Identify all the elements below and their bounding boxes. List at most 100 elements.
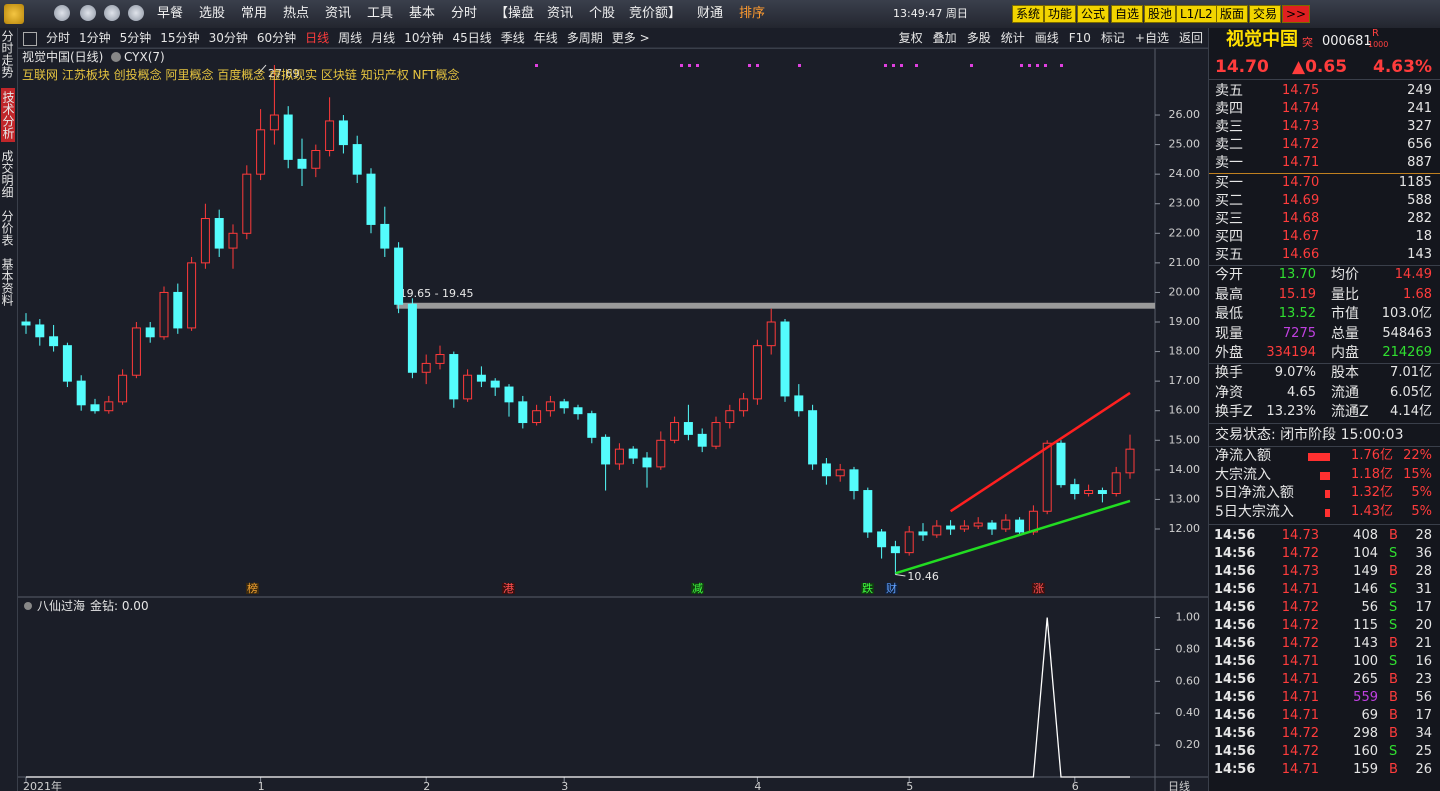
tool-button[interactable]: 返回 xyxy=(1178,31,1203,45)
indicator-icon xyxy=(24,602,32,610)
bid-price: 14.69 xyxy=(1282,193,1320,208)
period-tab[interactable]: 60分钟 xyxy=(256,31,297,45)
low-label: 10.46 xyxy=(907,570,939,583)
side-tab[interactable]: 分时走势 xyxy=(0,30,14,78)
tick-price: 14.71 xyxy=(1281,690,1319,705)
top-button[interactable]: 系统 xyxy=(1012,5,1045,23)
tick-side: B xyxy=(1389,564,1398,579)
top-button[interactable]: 自选 xyxy=(1111,5,1144,23)
menu-item[interactable]: 工具 xyxy=(367,6,394,21)
period-tab[interactable]: 45日线 xyxy=(452,31,492,45)
stock-tag: 突 xyxy=(1302,36,1313,49)
event-marker[interactable]: 涨 xyxy=(1032,582,1045,595)
top-button[interactable]: 功能 xyxy=(1044,5,1077,23)
flow-value: 1.18亿 xyxy=(1351,466,1393,482)
tick-price: 14.73 xyxy=(1281,528,1319,543)
top-button[interactable]: >> xyxy=(1282,5,1311,23)
menu-item[interactable]: 排序 xyxy=(739,6,766,21)
tick-price: 14.72 xyxy=(1281,600,1319,615)
event-marker[interactable]: 减 xyxy=(691,582,704,595)
menu-item[interactable]: 个股 xyxy=(589,6,616,21)
tick-volume: 149 xyxy=(1353,564,1378,579)
tool-button[interactable]: 统计 xyxy=(1000,31,1025,45)
period-tab[interactable]: 月线 xyxy=(371,31,396,45)
stat-value: 13.70 xyxy=(1278,267,1316,282)
sep xyxy=(1209,446,1440,447)
top-button[interactable]: 版面 xyxy=(1216,5,1249,23)
period-tab[interactable]: 15分钟 xyxy=(160,31,200,45)
ask-price: 14.72 xyxy=(1282,137,1320,152)
side-tab[interactable]: 基本资料 xyxy=(0,258,14,306)
tool-button[interactable]: 多股 xyxy=(966,31,991,45)
period-tab[interactable]: 1分钟 xyxy=(79,31,111,45)
tool-button[interactable]: 画线 xyxy=(1034,31,1059,45)
menu-item[interactable]: 选股 xyxy=(199,6,226,21)
candle-body xyxy=(104,401,114,412)
period-tab[interactable]: 季线 xyxy=(500,31,525,45)
menu-item[interactable]: 【操盘 xyxy=(495,6,535,21)
tool-button[interactable]: F10 xyxy=(1068,31,1091,45)
menu-item[interactable]: 早餐 xyxy=(157,6,184,21)
side-tab[interactable]: 技术分析 xyxy=(1,88,15,142)
top-button[interactable]: 股池 xyxy=(1144,5,1177,23)
signal-dot xyxy=(892,64,895,67)
trendline xyxy=(895,499,1131,575)
menu-item[interactable]: 基本 xyxy=(409,6,436,21)
candle-body xyxy=(766,321,776,347)
event-marker[interactable]: 榜 xyxy=(246,582,259,595)
y-tick-label: 18.00 xyxy=(1169,345,1201,358)
indicator-icon xyxy=(111,52,121,62)
period-tab[interactable]: 更多 > xyxy=(611,31,650,45)
candle-body xyxy=(394,247,404,305)
period-tab[interactable]: 周线 xyxy=(338,31,363,45)
top-button[interactable]: 公式 xyxy=(1077,5,1110,23)
menu-item[interactable]: 常用 xyxy=(241,6,268,21)
candle-body xyxy=(697,433,707,447)
candle-body xyxy=(683,422,693,435)
period-tab[interactable]: 年线 xyxy=(533,31,558,45)
stat-label: 股本 xyxy=(1331,365,1359,381)
event-marker[interactable]: 跌 xyxy=(861,582,874,595)
menu-item[interactable]: 热点 xyxy=(283,6,310,21)
event-marker[interactable]: 港 xyxy=(502,582,515,595)
event-marker[interactable]: 财 xyxy=(885,582,898,595)
menu-item[interactable]: 资讯 xyxy=(547,6,574,21)
stock-code: 000681 xyxy=(1322,34,1372,49)
candle-body xyxy=(159,291,169,338)
candle-body xyxy=(614,448,624,465)
period-tab[interactable]: 多周期 xyxy=(566,31,603,45)
top-button[interactable]: 交易 xyxy=(1249,5,1282,23)
candle-body xyxy=(987,522,997,530)
tick-count: 25 xyxy=(1415,744,1432,759)
menu-item[interactable]: 分时 xyxy=(451,6,478,21)
tick-time: 14:56 xyxy=(1214,564,1256,579)
tool-button[interactable]: +自选 xyxy=(1134,31,1169,45)
period-tab[interactable]: 30分钟 xyxy=(208,31,248,45)
tick-count: 34 xyxy=(1415,726,1432,741)
tool-button[interactable]: 标记 xyxy=(1100,31,1125,45)
menu-item[interactable]: 竞价额】 xyxy=(629,6,682,21)
ask-price: 14.73 xyxy=(1282,119,1320,134)
flow-pct: 5% xyxy=(1411,485,1432,500)
period-tab[interactable]: 日线 xyxy=(305,31,330,45)
ask-price: 14.74 xyxy=(1282,101,1320,116)
side-tab[interactable]: 分价表 xyxy=(0,210,14,246)
period-tab[interactable]: 5分钟 xyxy=(119,31,152,45)
top-button[interactable]: L1/L2 xyxy=(1176,5,1217,23)
stat-label: 现量 xyxy=(1215,325,1243,342)
badge: 1000 xyxy=(1368,40,1389,49)
tick-side: B xyxy=(1389,690,1398,705)
menu-item[interactable]: 财通 xyxy=(697,6,724,21)
candle-body xyxy=(145,327,155,338)
tool-button[interactable]: 复权 xyxy=(898,31,923,45)
tick-count: 17 xyxy=(1415,600,1432,615)
period-tab[interactable]: 10分钟 xyxy=(404,31,444,45)
tool-button[interactable]: 叠加 xyxy=(932,31,957,45)
candle-body xyxy=(532,410,542,424)
side-tab[interactable]: 成交明细 xyxy=(0,150,14,198)
menu-item[interactable]: 资讯 xyxy=(325,6,352,21)
period-tab[interactable]: 分时 xyxy=(46,31,71,45)
candle-body xyxy=(946,525,956,530)
tick-volume: 559 xyxy=(1353,690,1378,705)
